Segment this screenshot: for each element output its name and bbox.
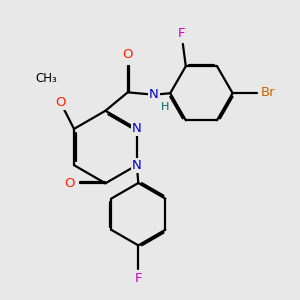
Text: CH₃: CH₃	[36, 73, 58, 85]
Text: N: N	[132, 159, 142, 172]
Text: F: F	[135, 272, 142, 286]
Text: N: N	[149, 88, 159, 101]
Text: H: H	[161, 102, 169, 112]
Text: O: O	[122, 48, 133, 61]
Text: N: N	[132, 122, 142, 135]
Text: F: F	[178, 27, 185, 40]
Text: Br: Br	[261, 86, 276, 99]
Text: O: O	[64, 177, 75, 190]
Text: O: O	[56, 96, 66, 109]
